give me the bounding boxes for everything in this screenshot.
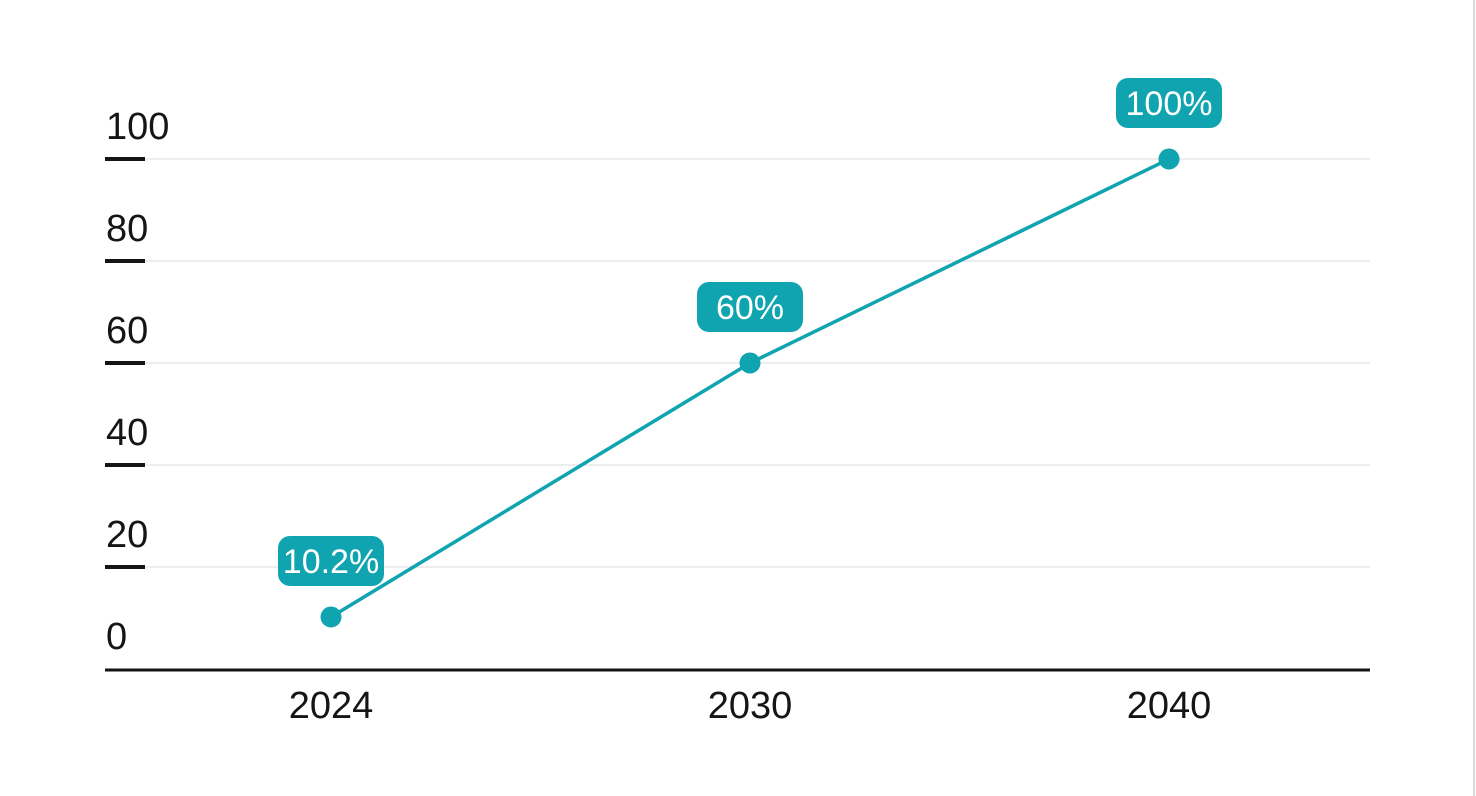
point-label-badge: [697, 282, 803, 332]
point-label-text: 60%: [716, 289, 784, 327]
x-tick-label: 2040: [1127, 685, 1212, 727]
x-tick-label: 2030: [708, 685, 793, 727]
point-label-text: 100%: [1126, 85, 1213, 123]
y-tick-label: 40: [106, 412, 148, 454]
point-label-badge: [1116, 78, 1222, 128]
data-point: [1158, 148, 1180, 170]
right-edge-divider: [1473, 0, 1475, 796]
y-tick-label: 20: [106, 514, 148, 556]
y-tick-label: 100: [106, 106, 169, 148]
series-line: [329, 157, 1171, 619]
x-tick-label: 2024: [289, 685, 374, 727]
y-tick-label: 80: [106, 208, 148, 250]
data-point: [739, 352, 761, 374]
point-label-badge: [278, 535, 384, 586]
y-tick-label: 60: [106, 310, 148, 352]
y-tick-label: 0: [106, 616, 127, 658]
point-label-text: 10.2%: [283, 543, 379, 581]
data-point: [320, 606, 342, 628]
